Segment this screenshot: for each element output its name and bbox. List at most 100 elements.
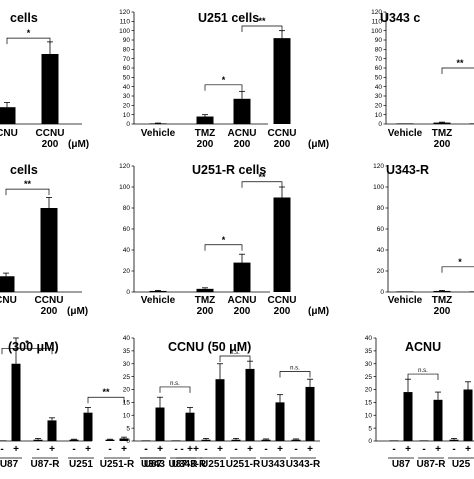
- y-tick-label: 50: [375, 75, 383, 82]
- group-label: U87: [0, 459, 19, 470]
- y-tick-label: 20: [375, 103, 383, 110]
- category-label: 200: [434, 306, 451, 317]
- sign-label: +: [193, 444, 199, 455]
- y-tick-label: 110: [372, 19, 383, 26]
- y-tick-label: 110: [120, 19, 131, 26]
- sign-label: +: [277, 444, 283, 455]
- category-label: ACNU: [228, 295, 257, 306]
- group-label: U343: [261, 459, 285, 470]
- chart-title: cells: [10, 11, 38, 25]
- bar: [156, 408, 165, 441]
- chart-panel-4: cellsCNUCCNU200(μM)**: [0, 163, 88, 317]
- group-label: U87: [392, 459, 411, 470]
- y-tick-label: 5: [126, 425, 130, 432]
- y-tick-label: 80: [123, 47, 131, 54]
- significance-label: **: [258, 16, 266, 26]
- chart-panel-2: U251 cells0102030405060708090100110120Ve…: [119, 9, 329, 150]
- bar: [450, 440, 459, 441]
- y-tick-label: 120: [119, 9, 130, 16]
- category-label: CCNU: [35, 295, 64, 306]
- y-tick-label: 20: [377, 268, 385, 275]
- bar: [0, 107, 16, 124]
- bar: [41, 208, 58, 292]
- group-label: U251: [69, 459, 93, 470]
- category-label: TMZ: [432, 128, 453, 139]
- y-tick-label: 0: [126, 121, 130, 128]
- y-tick-label: 10: [365, 412, 373, 419]
- group-label: U251-R: [226, 459, 261, 470]
- bar: [292, 440, 301, 441]
- sign-label: -: [234, 444, 237, 455]
- sign-label: +: [49, 444, 55, 455]
- bar: [70, 440, 79, 441]
- significance-label: n.s.: [290, 365, 300, 371]
- y-tick-label: 70: [375, 56, 383, 63]
- sign-label: -: [36, 444, 39, 455]
- sign-label: +: [187, 444, 193, 455]
- unit-label: (μM): [308, 139, 329, 150]
- chart-panel-9: ACNU0510152025303540-+U87-+U87-R-+U25n.s…: [365, 335, 474, 470]
- sign-label: +: [13, 444, 19, 455]
- category-label: CNU: [0, 128, 18, 139]
- bar: [0, 440, 7, 441]
- chart-title: U251-R cells: [192, 163, 266, 177]
- bar: [276, 402, 285, 441]
- significance-bracket: [242, 26, 282, 32]
- sign-label: -: [392, 444, 395, 455]
- y-tick-label: 35: [365, 348, 373, 355]
- category-label: 200: [234, 306, 251, 317]
- bar: [306, 387, 315, 441]
- y-tick-label: 120: [371, 9, 382, 16]
- y-tick-label: 50: [123, 75, 131, 82]
- y-tick-label: 60: [123, 65, 131, 72]
- bar: [42, 54, 59, 124]
- bar: [434, 123, 451, 124]
- significance-bracket: [408, 374, 438, 380]
- y-tick-label: 0: [380, 289, 384, 296]
- bar: [464, 390, 473, 442]
- bar: [48, 420, 57, 441]
- significance-label: n.s.: [418, 368, 428, 374]
- sign-label: -: [422, 444, 425, 455]
- sign-label: +: [435, 444, 441, 455]
- category-label: 200: [434, 139, 451, 150]
- sign-label: +: [307, 444, 313, 455]
- significance-label: *: [27, 28, 31, 38]
- y-tick-label: 100: [373, 184, 384, 191]
- chart-title: U251 cells: [198, 11, 259, 25]
- y-tick-label: 80: [375, 47, 383, 54]
- chart-title: ACNU: [405, 340, 441, 354]
- y-tick-label: 20: [123, 387, 131, 394]
- y-tick-label: 90: [123, 37, 131, 44]
- significance-label: **: [456, 58, 464, 68]
- unit-label: (μM): [68, 139, 89, 150]
- category-label: Vehicle: [141, 128, 176, 139]
- category-label: 200: [197, 139, 214, 150]
- bar: [232, 440, 241, 441]
- y-tick-label: 30: [123, 93, 131, 100]
- sign-label: -: [174, 444, 177, 455]
- y-tick-label: 10: [123, 412, 131, 419]
- significance-label: *: [25, 338, 29, 348]
- y-tick-label: 15: [365, 400, 373, 407]
- chart-title: U343-R: [386, 163, 429, 177]
- bar: [106, 440, 115, 441]
- significance-bracket: [88, 397, 124, 403]
- significance-bracket: [160, 387, 190, 393]
- y-tick-label: 10: [123, 112, 131, 119]
- significance-label: **: [258, 172, 266, 182]
- sign-label: +: [157, 444, 163, 455]
- category-label: TMZ: [195, 295, 216, 306]
- sign-label: +: [247, 444, 253, 455]
- group-label: U87-R: [417, 459, 447, 470]
- y-tick-label: 15: [123, 400, 131, 407]
- y-tick-label: 25: [365, 374, 373, 381]
- bar: [274, 38, 291, 124]
- significance-label: n.s.: [170, 381, 180, 387]
- bar: [84, 413, 93, 441]
- y-tick-label: 40: [375, 84, 383, 91]
- category-label: 200: [274, 139, 291, 150]
- bar: [470, 123, 474, 124]
- significance-label: **: [24, 179, 32, 189]
